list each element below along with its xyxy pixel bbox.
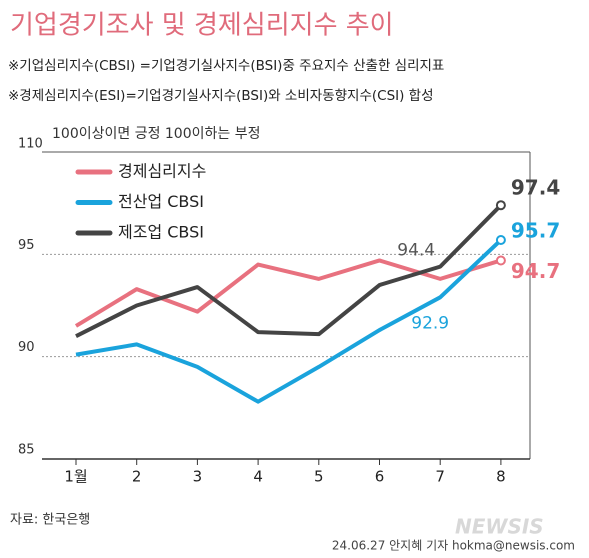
legend-label: 전산업 CBSI (118, 192, 204, 211)
x-tick-label: 7 (435, 468, 445, 486)
subtitle: 100이상이면 긍정 100이하는 부정 (52, 126, 260, 142)
value-label: 94.4 (397, 241, 435, 261)
legend-label: 경제심리지수 (118, 162, 206, 181)
x-tick-label: 4 (253, 468, 263, 486)
value-label: 92.9 (411, 313, 449, 333)
value-label: 95.7 (511, 219, 560, 243)
x-tick-label: 8 (496, 468, 506, 486)
x-tick-label: 3 (193, 468, 203, 486)
watermark: NEWSIS (455, 515, 544, 539)
legend-label: 제조업 CBSI (118, 223, 204, 242)
end-marker (495, 200, 506, 211)
end-marker (495, 235, 506, 246)
series-line (75, 203, 503, 338)
value-label: 97.4 (511, 176, 560, 200)
y-tick-label: 85 (18, 443, 35, 458)
credit: 24.06.27 안지혜 기자 hokma@newsis.com (332, 539, 575, 553)
x-tick-label: 5 (314, 468, 324, 486)
series-line (75, 238, 503, 404)
y-tick-label: 95 (18, 238, 35, 253)
x-tick-label: 1월 (64, 468, 87, 486)
end-marker (495, 255, 506, 266)
x-tick-label: 6 (375, 468, 385, 486)
x-tick-label: 2 (132, 468, 142, 486)
y-tick-label: 110 (18, 137, 43, 152)
value-label: 94.7 (511, 259, 560, 283)
note: ※기업심리지수(CBSI) =기업경기실사지수(BSI)중 주요지수 산출한 심… (8, 58, 444, 74)
note: ※경제심리지수(ESI)=기업경기실사지수(BSI)와 소비자동향지수(CSI)… (8, 88, 434, 104)
chart-title: 기업경기조사 및 경제심리지수 추이 (10, 11, 394, 41)
source: 자료: 한국은행 (10, 512, 90, 528)
y-tick-label: 90 (18, 340, 35, 355)
series-line (74, 258, 502, 328)
